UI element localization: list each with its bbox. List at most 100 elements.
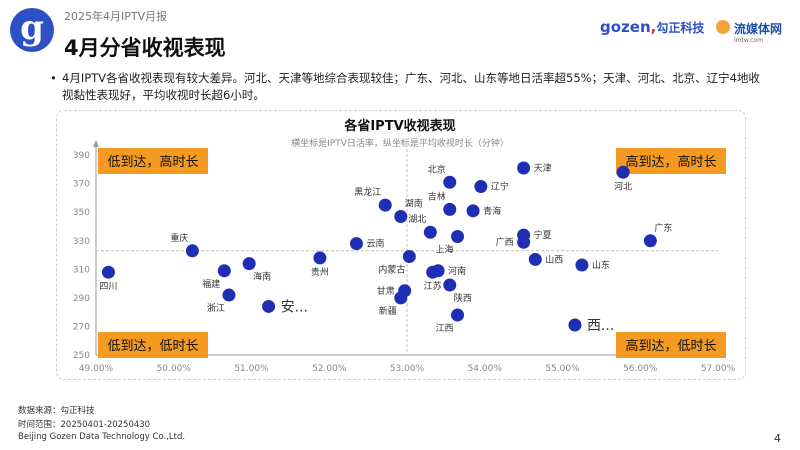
y-tick-label: 310: [73, 265, 90, 275]
chart-frame: [56, 110, 746, 380]
footer-source: 数据来源：勾正科技: [18, 406, 95, 416]
gozen-logo: gozen,勾正科技: [600, 18, 705, 36]
summary-bullet: • 4月IPTV各省收视表现有较大差异。河北、天津等地综合表现较佳；广东、河北、…: [50, 70, 762, 104]
y-tick-label: 290: [73, 294, 90, 304]
y-tick-label: 370: [73, 180, 90, 190]
data-label: 广东: [654, 222, 672, 234]
data-label: 安...: [281, 299, 308, 315]
x-tick-label: 54.00%: [468, 364, 503, 374]
data-label: 云南: [366, 238, 384, 250]
gozen-brand: gozen: [600, 18, 651, 36]
data-label: 天津: [534, 163, 552, 174]
y-tick-label: 350: [73, 208, 90, 218]
data-point: [242, 257, 256, 271]
data-label: 吉林: [428, 190, 446, 202]
data-label: 重庆: [170, 232, 188, 244]
data-point: [528, 252, 542, 266]
data-point: [474, 180, 488, 194]
data-point: [262, 299, 276, 313]
data-label: 江苏: [424, 280, 442, 292]
data-point: [575, 258, 589, 272]
data-label: 河北: [614, 180, 632, 192]
data-label: 青海: [483, 205, 501, 217]
quadrant-label-top-right: 高到达，高时长: [625, 154, 716, 170]
data-point: [568, 318, 582, 332]
quadrant-label-bottom-right: 高到达，低时长: [625, 338, 716, 354]
data-label: 湖北: [408, 214, 426, 225]
data-point: [443, 278, 457, 292]
y-tick-label: 270: [73, 322, 90, 332]
data-point: [443, 202, 457, 216]
x-tick-label: 53.00%: [390, 364, 425, 374]
y-tick-label: 250: [73, 351, 90, 361]
x-tick-label: 49.00%: [79, 364, 114, 374]
gozen-circle-logo: g: [10, 8, 54, 52]
footer-range: 时间范围：20250401-20250430: [18, 420, 151, 430]
data-label: 贵州: [311, 266, 329, 278]
data-label: 福建: [202, 278, 220, 290]
quadrant-box-bottom-right: [616, 332, 726, 358]
data-point: [423, 225, 437, 239]
data-point: [349, 237, 363, 251]
gozen-brand-cn: 勾正科技: [656, 21, 705, 35]
data-point: [222, 288, 236, 302]
data-point: [394, 291, 408, 305]
quadrant-box-bottom-left: [98, 332, 208, 358]
quadrant-label-bottom-left: 低到达，低时长: [107, 339, 198, 354]
data-label: 内蒙古: [378, 263, 405, 275]
data-label: 河南: [448, 265, 466, 277]
x-tick-label: 57.00%: [701, 364, 736, 374]
y-tick-label: 330: [73, 237, 90, 247]
page-title: 4月分省收视表现: [64, 36, 226, 60]
data-label: 黑龙江: [354, 186, 381, 198]
data-label: 辽宁: [491, 181, 509, 193]
chart-title: 各省IPTV收视表现: [343, 118, 455, 134]
x-tick-label: 56.00%: [623, 364, 658, 374]
header: g 2025年4月IPTV月报 4月分省收视表现 gozen,勾正科技 流媒体网…: [0, 0, 800, 64]
y-tick-label: 390: [73, 151, 90, 161]
data-label: 北京: [428, 163, 446, 175]
data-label: 四川: [99, 282, 117, 292]
data-point: [451, 308, 465, 322]
data-label: 广西: [496, 236, 514, 248]
data-label: 宁夏: [534, 229, 552, 241]
data-point: [517, 161, 531, 175]
data-point: [517, 235, 531, 249]
data-point: [426, 265, 440, 279]
media-logo: 流媒体网 lmtw.com: [716, 18, 782, 44]
data-label: 湖南: [405, 198, 423, 210]
data-point: [466, 204, 480, 218]
data-point: [185, 244, 199, 258]
x-tick-label: 52.00%: [312, 364, 347, 374]
footer-company: Beijing Gozen Data Technology Co.,Ltd.: [18, 432, 186, 442]
data-label: 浙江: [207, 302, 225, 314]
chart-subtitle: 横坐标是IPTV日活率，纵坐标是平均收视时长（分钟）: [291, 137, 509, 149]
media-brand: 流媒体网: [734, 22, 783, 36]
data-point: [217, 264, 231, 278]
data-point: [313, 251, 327, 265]
data-label: 海南: [253, 271, 271, 283]
media-logo-icon: [716, 20, 730, 34]
x-tick-label: 55.00%: [545, 364, 580, 374]
data-point: [402, 249, 416, 263]
y-axis-arrow-icon: [93, 140, 99, 147]
data-point: [451, 230, 465, 244]
data-point: [616, 165, 630, 179]
x-tick-label: 50.00%: [157, 364, 192, 374]
x-tick-label: 51.00%: [234, 364, 269, 374]
bullet-dot-icon: •: [50, 71, 57, 85]
data-point: [443, 175, 457, 189]
media-url: lmtw.com: [734, 37, 763, 44]
data-point: [101, 265, 115, 279]
summary-text: 4月IPTV各省收视表现有较大差异。河北、天津等地综合表现较佳；广东、河北、山东…: [62, 71, 760, 102]
report-subtitle: 2025年4月IPTV月报: [64, 10, 168, 23]
data-label: 山西: [545, 254, 563, 265]
quadrant-box-top-left: [98, 148, 208, 174]
data-label: 陕西: [454, 292, 472, 304]
data-label: 新疆: [379, 305, 397, 317]
quadrant-box-top-right: [616, 148, 726, 174]
page-number: 4: [774, 432, 781, 445]
data-label: 山东: [592, 259, 610, 271]
data-point: [643, 234, 657, 248]
